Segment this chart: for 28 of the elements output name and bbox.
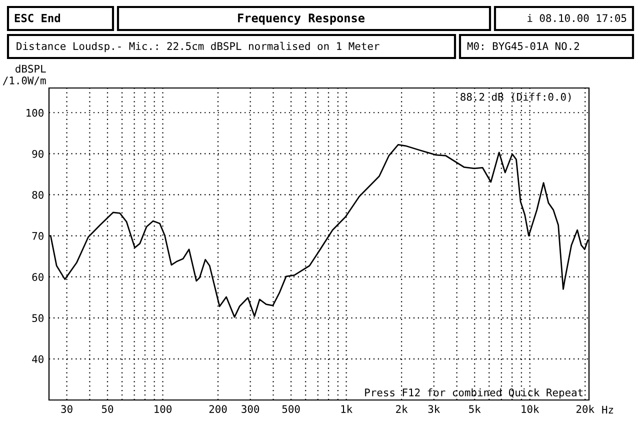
annotation: 88.2 dB (Diff:0.0) [460, 92, 571, 102]
chart-subtitle: Distance Loudsp.- Mic.: 22.5cm dBSPL normalised on 1 Meter [16, 42, 380, 52]
y-axis-title: dBSPL /1.0W/m [2, 64, 46, 86]
x-tick-label: 100 [154, 405, 172, 413]
text: ESC End [14, 14, 60, 22]
y-tick-label: 80 [32, 190, 44, 199]
text: M0: BYG45-01A NO.2 [467, 42, 579, 50]
x-tick-label: 300 [242, 405, 260, 413]
x-tick-label: 5k [469, 404, 481, 413]
x-tick-label: 10k [522, 404, 540, 413]
y-tick-label: 40 [32, 355, 44, 364]
x-tick-label: 30 [61, 405, 72, 413]
y-tick-label: 60 [32, 273, 44, 281]
chart-title: Frequency Response [238, 14, 364, 25]
text: i 08.10.00 17:05 [528, 14, 626, 22]
x-tick-label: 3k [428, 404, 440, 413]
x-tick-label: 500 [282, 405, 300, 413]
x-tick-label: 200 [209, 405, 227, 413]
x-tick-label: 2k [396, 404, 408, 413]
y-tick-label: 70 [32, 232, 44, 240]
y-tick-label: 90 [32, 150, 44, 158]
x-tick-label: 50 [102, 405, 114, 413]
x-tick-label: 20k [576, 404, 594, 413]
y-tick-label: 50 [32, 314, 44, 322]
x-tick-label: 1k [341, 404, 352, 413]
annotation: Press F12 for combined Quick Repeat [365, 388, 583, 398]
y-tick-label: 100 [26, 108, 44, 117]
x-axis-title: Hz [602, 406, 614, 414]
